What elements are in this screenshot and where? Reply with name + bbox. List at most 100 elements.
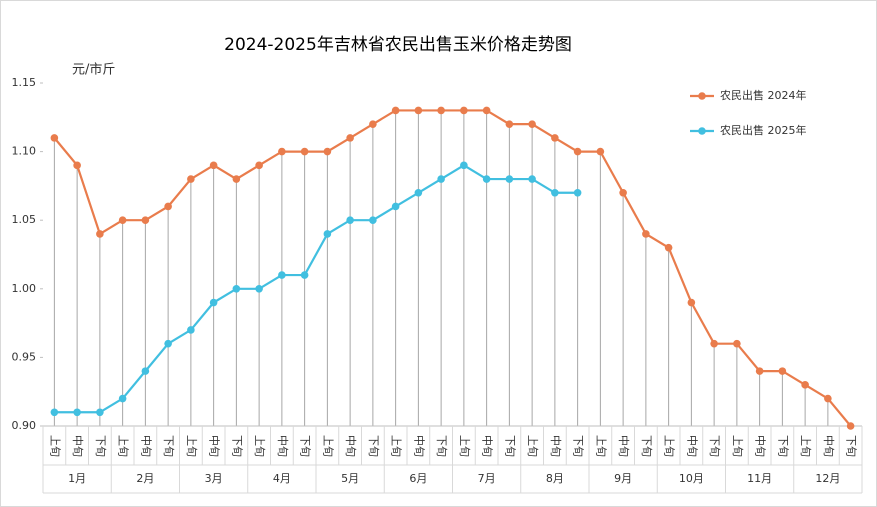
- y-tick-label: 0.90: [12, 419, 37, 432]
- data-point: [528, 120, 536, 128]
- group-label: 5月: [341, 472, 359, 485]
- data-point: [664, 243, 673, 252]
- x-tick-label: 中旬: [685, 435, 698, 457]
- data-point: [846, 422, 855, 430]
- group-label: 11月: [747, 472, 772, 485]
- data-point: [232, 285, 241, 293]
- x-tick-label: 上旬: [799, 435, 812, 457]
- data-point: [141, 367, 150, 375]
- x-tick-label: 上旬: [594, 435, 607, 457]
- data-point: [733, 339, 741, 348]
- group-label: 8月: [546, 472, 564, 485]
- x-tick-label: 中旬: [412, 435, 425, 457]
- y-tick-label: 1.05: [12, 213, 37, 226]
- group-label: 9月: [614, 472, 632, 485]
- data-point: [460, 161, 468, 170]
- data-point: [209, 161, 218, 170]
- y-tick-label: 1.10: [12, 145, 37, 158]
- x-tick-label: 下旬: [640, 435, 653, 457]
- y-tick-label: 1.00: [12, 282, 37, 295]
- data-point: [209, 298, 218, 307]
- legend-marker: [698, 92, 706, 100]
- data-point: [232, 175, 241, 183]
- data-point: [391, 202, 400, 211]
- data-point: [528, 175, 536, 183]
- x-tick-label: 下旬: [845, 435, 858, 457]
- data-point: [687, 298, 696, 307]
- group-label: 2月: [136, 472, 154, 485]
- data-point: [414, 188, 423, 197]
- data-point: [118, 216, 127, 224]
- data-point: [96, 230, 104, 238]
- group-label: 4月: [273, 472, 291, 485]
- data-point: [437, 175, 445, 183]
- group-label: 3月: [205, 472, 223, 485]
- y-axis-label: 元/市斤: [72, 62, 115, 78]
- data-point: [96, 408, 104, 417]
- x-tick-label: 下旬: [230, 435, 243, 457]
- data-point: [391, 106, 400, 115]
- x-tick-label: 中旬: [549, 435, 562, 457]
- x-tick-label: 中旬: [276, 435, 289, 457]
- x-tick-label: 上旬: [526, 435, 539, 457]
- legend-label: 农民出售 2024年: [720, 88, 807, 102]
- data-point: [642, 230, 650, 238]
- group-label: 6月: [409, 472, 427, 485]
- x-tick-label: 中旬: [208, 435, 221, 457]
- data-point: [710, 339, 718, 348]
- x-tick-label: 上旬: [458, 435, 471, 457]
- x-tick-label: 上旬: [253, 435, 266, 457]
- data-point: [278, 147, 286, 156]
- data-point: [460, 106, 468, 115]
- data-point: [801, 381, 809, 389]
- data-point: [482, 106, 491, 115]
- data-point: [323, 147, 332, 156]
- data-point: [755, 367, 764, 375]
- data-point: [596, 147, 605, 156]
- x-tick-label: 上旬: [185, 435, 198, 457]
- group-label: 10月: [679, 472, 704, 485]
- data-point: [505, 120, 514, 128]
- data-point: [824, 394, 832, 403]
- data-point: [505, 175, 514, 183]
- x-tick-label: 下旬: [572, 435, 585, 457]
- x-tick-label: 下旬: [162, 435, 175, 457]
- legend-label: 农民出售 2025年: [720, 123, 807, 137]
- x-tick-label: 中旬: [822, 435, 835, 457]
- x-tick-label: 中旬: [754, 435, 767, 457]
- data-point: [778, 367, 787, 375]
- data-point: [255, 161, 263, 170]
- group-label: 1月: [68, 472, 86, 485]
- x-tick-label: 下旬: [708, 435, 721, 457]
- data-point: [619, 188, 627, 197]
- group-label: 7月: [478, 472, 496, 485]
- x-tick-label: 上旬: [390, 435, 403, 457]
- data-point: [73, 408, 81, 417]
- data-point: [346, 134, 354, 142]
- data-point: [482, 175, 491, 183]
- x-tick-label: 上旬: [663, 435, 676, 457]
- y-tick-label: 1.15: [12, 76, 37, 89]
- data-point: [573, 147, 582, 156]
- x-tick-label: 下旬: [367, 435, 380, 457]
- data-point: [323, 230, 332, 238]
- data-point: [369, 216, 377, 224]
- x-tick-label: 下旬: [503, 435, 516, 457]
- data-point: [187, 175, 195, 183]
- data-point: [551, 188, 559, 197]
- x-tick-label: 下旬: [94, 435, 107, 457]
- group-label: 12月: [815, 472, 840, 485]
- chart-title: 2024-2025年吉林省农民出售玉米价格走势图: [224, 35, 572, 55]
- data-point: [164, 339, 172, 348]
- x-tick-label: 中旬: [617, 435, 630, 457]
- x-tick-label: 上旬: [731, 435, 744, 457]
- data-point: [346, 216, 354, 224]
- data-point: [300, 271, 309, 279]
- data-point: [164, 202, 172, 211]
- data-point: [437, 106, 445, 115]
- x-tick-label: 下旬: [435, 435, 448, 457]
- x-tick-label: 中旬: [344, 435, 357, 457]
- x-tick-label: 上旬: [321, 435, 334, 457]
- x-tick-label: 中旬: [71, 435, 84, 457]
